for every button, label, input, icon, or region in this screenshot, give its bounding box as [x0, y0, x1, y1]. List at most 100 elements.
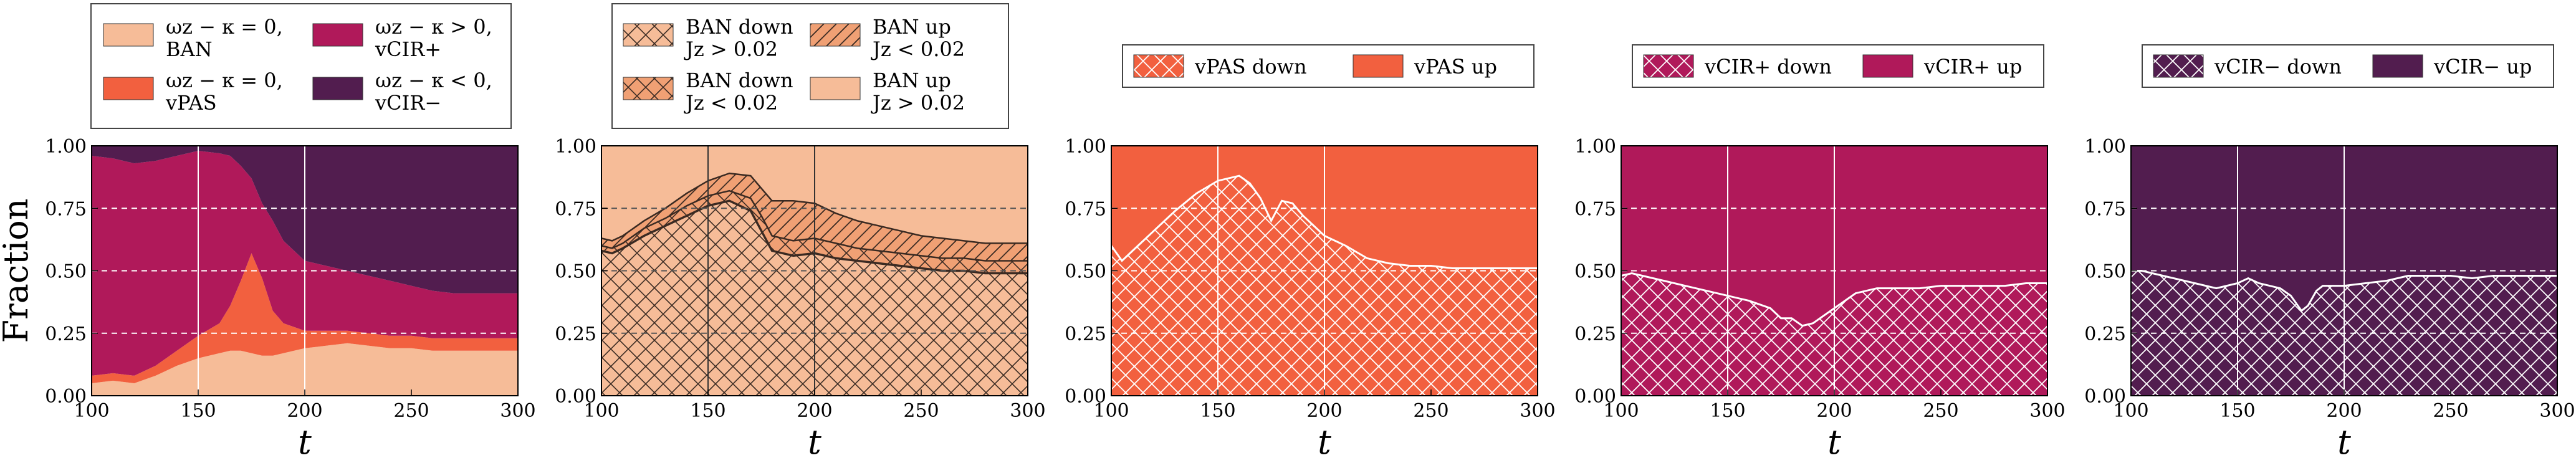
legend-label: BAN up [873, 15, 951, 39]
x-tick-label: 150 [1200, 400, 1235, 422]
y-tick-label: 0.50 [1065, 261, 1106, 283]
boundary-line [601, 189, 1028, 262]
x-tick-label: 100 [1603, 400, 1639, 422]
x-tick-label: 250 [2433, 400, 2468, 422]
x-tick-label: 200 [287, 400, 322, 422]
x-tick-label: 250 [903, 400, 939, 422]
x-tick-label: 200 [1306, 400, 1342, 422]
panel-vcir_plus: 100 150 200 250 300 0.00 0.25 0.50 0.75 1.00 t vCIR… [1574, 44, 2066, 462]
panel-overall: 100 150 200 250 300 0.00 0.25 0.50 0.75 1.00 t Frac… [0, 3, 536, 462]
legend-swatch-border [1133, 54, 1184, 78]
legend-swatch [2373, 55, 2423, 77]
legend-label: vCIR+ up [1923, 55, 2022, 79]
legend-label: vCIR− up [2433, 55, 2532, 79]
y-tick-label: 0.00 [555, 386, 596, 408]
legend-swatch [103, 77, 153, 100]
legend-swatch-border [2372, 54, 2423, 78]
legend-swatch [810, 77, 860, 100]
legend: vPAS down vPAS up [1122, 44, 1535, 88]
y-tick-label: 0.25 [1574, 323, 1616, 345]
y-tick-label: 0.00 [1065, 386, 1106, 408]
x-tick-label: 300 [1010, 400, 1045, 422]
x-tick-label: 100 [583, 400, 619, 422]
boundary-line [1110, 174, 1538, 269]
x-tick-label: 150 [690, 400, 725, 422]
legend-swatch-border [810, 77, 861, 100]
x-tick-label: 300 [1520, 400, 1555, 422]
x-tick-label: 100 [1093, 400, 1129, 422]
x-axis-label: t [298, 423, 312, 462]
y-tick-label: 0.75 [2084, 198, 2126, 220]
y-tick-label: 1.00 [1574, 136, 1616, 158]
legend-label: vPAS up [1414, 55, 1497, 79]
legend-swatch-border [2153, 54, 2204, 78]
legend-label: vCIR+ [375, 37, 441, 61]
legend-label: vCIR− [375, 91, 441, 115]
y-tick-label: 0.25 [555, 323, 596, 345]
x-tick-label: 100 [2113, 400, 2148, 422]
legend-label: BAN down [686, 15, 793, 39]
legend-label: Jz > 0.02 [684, 37, 778, 61]
legend-swatch-hatch [810, 24, 860, 46]
legend-swatch-border [103, 23, 154, 47]
legend-swatch-border [623, 77, 674, 100]
x-tick-label: 150 [2219, 400, 2255, 422]
x-tick-label: 200 [797, 400, 832, 422]
y-tick-label: 1.00 [555, 136, 596, 158]
legend-label: vPAS [165, 91, 217, 115]
x-tick-label: 250 [393, 400, 429, 422]
boundary-line [601, 172, 1028, 244]
legend-label: Jz > 0.02 [871, 91, 965, 115]
panel-ban: 100 150 200 250 300 0.00 0.25 0.50 0.75 1.00 t BAN … [555, 3, 1046, 462]
x-tick-label: 300 [2539, 400, 2575, 422]
legend-frame [90, 3, 512, 129]
x-tick-label: 200 [1816, 400, 1852, 422]
legend-swatch [313, 77, 363, 100]
y-tick-label: 0.75 [555, 198, 596, 220]
legend-swatch-border [623, 23, 674, 47]
legend-label: vCIR+ down [1704, 55, 1832, 79]
y-tick-label: 1.00 [45, 136, 87, 158]
legend-swatch-hatch [1644, 55, 1693, 77]
panel-vpas: 100 150 200 250 300 0.00 0.25 0.50 0.75 1.00 t vPAS… [1065, 44, 1556, 462]
legend-swatch-border [312, 23, 363, 47]
legend-frame [1122, 44, 1535, 88]
legend-label: ωz − κ = 0, [166, 15, 283, 39]
legend-frame [1632, 44, 2044, 88]
legend-swatch-border [1862, 54, 1913, 78]
legend-swatch-border [810, 23, 861, 47]
legend-label: ωz − κ = 0, [166, 69, 283, 92]
legend-swatch [103, 24, 153, 46]
legend-swatch-border [312, 77, 363, 100]
x-tick-label: 150 [1710, 400, 1745, 422]
legend-swatch [1353, 55, 1403, 77]
x-tick-label: 250 [1413, 400, 1448, 422]
x-axis-label: t [1827, 423, 1841, 462]
x-axis-label: t [2337, 423, 2351, 462]
legend-swatch-border [1643, 54, 1694, 78]
x-tick-label: 150 [180, 400, 216, 422]
legend-swatch-hatch [623, 24, 673, 46]
legend-label: vCIR− down [2214, 55, 2342, 79]
legend-swatch [313, 24, 363, 46]
legend-swatch-hatch [2153, 55, 2203, 77]
y-tick-label: 0.00 [45, 386, 87, 408]
x-tick-label: 300 [2029, 400, 2065, 422]
y-tick-label: 0.75 [45, 198, 87, 220]
boundary-line [601, 199, 1028, 275]
x-axis-label: t [808, 423, 821, 462]
legend: vCIR− down vCIR− up [2142, 44, 2554, 88]
panel-vcir_minus: 100 150 200 250 300 0.00 0.25 0.50 0.75 1.00 t vCIR… [2084, 44, 2575, 462]
y-tick-label: 0.25 [2084, 323, 2126, 345]
y-tick-label: 0.50 [45, 261, 87, 283]
y-tick-label: 0.25 [1065, 323, 1106, 345]
legend-frame [2142, 44, 2554, 88]
y-axis-label: Fraction [0, 199, 36, 343]
legend-label: Jz < 0.02 [684, 91, 778, 115]
y-tick-label: 0.75 [1065, 198, 1106, 220]
y-tick-label: 0.25 [45, 323, 87, 345]
y-tick-label: 1.00 [2084, 136, 2126, 158]
legend: vCIR+ down vCIR+ up [1632, 44, 2044, 88]
